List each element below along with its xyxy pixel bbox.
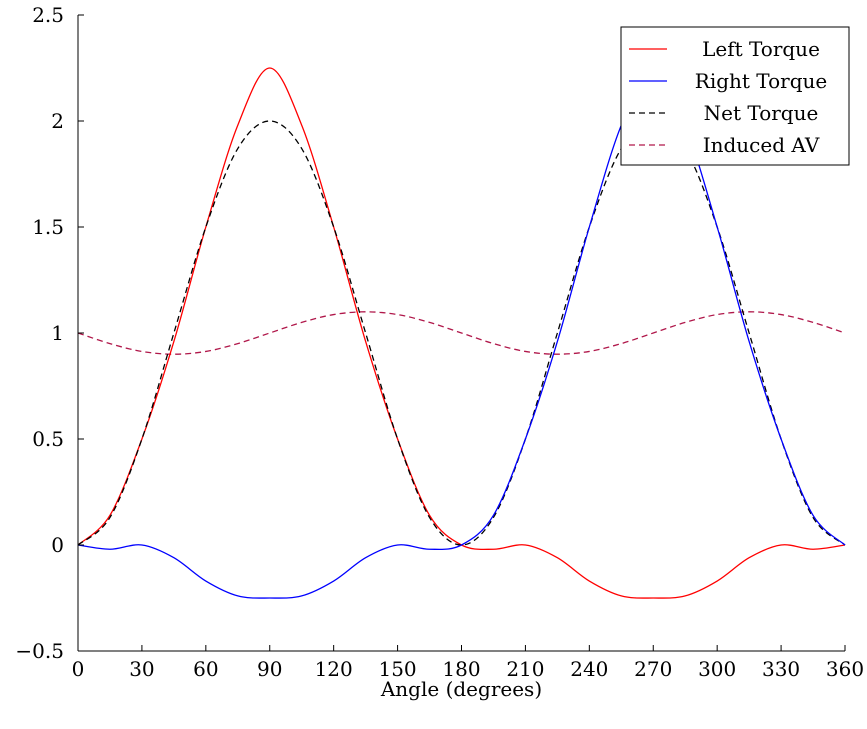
series-line-induced-av [77, 311, 846, 355]
x-tick-label: 240 [570, 657, 608, 681]
y-tick-label: 2 [51, 109, 64, 133]
x-tick-label: 210 [506, 657, 544, 681]
series-line-net-torque [77, 120, 846, 546]
legend-label: Induced AV [703, 133, 820, 157]
x-tick-label: 150 [378, 657, 416, 681]
y-tick-label: 1.5 [32, 215, 64, 239]
legend: Left Torque Right Torque Net Torque Induced… [620, 26, 850, 166]
x-tick-label: 270 [634, 657, 672, 681]
x-tick-label: 90 [257, 657, 282, 681]
x-tick-label: 300 [698, 657, 736, 681]
x-tick-label: 180 [442, 657, 480, 681]
series-layer [77, 67, 846, 599]
legend-box [620, 26, 850, 166]
x-tick-label: 30 [129, 657, 154, 681]
x-tick-label: 120 [315, 657, 353, 681]
series-line-left-torque [77, 67, 846, 599]
x-tick-label: 60 [193, 657, 218, 681]
axes-layer: 0 30 60 90 120 150 180 210 240 270 300 330 360 −0.5 0 0… [15, 3, 864, 681]
y-tick-label: 0 [51, 533, 64, 557]
x-tick-label: 360 [826, 657, 864, 681]
y-tick-label: −0.5 [15, 639, 64, 663]
x-tick-label: 0 [72, 657, 85, 681]
y-tick-label: 2.5 [32, 3, 64, 27]
legend-label: Right Torque [695, 69, 827, 93]
legend-label: Left Torque [702, 37, 820, 61]
series-line-right-torque [77, 67, 846, 599]
x-axis-label: Angle (degrees) [380, 677, 542, 701]
legend-label: Net Torque [704, 101, 819, 125]
x-tick-label: 330 [762, 657, 800, 681]
y-tick-label: 1 [51, 321, 64, 345]
y-tick-label: 0.5 [32, 427, 64, 451]
